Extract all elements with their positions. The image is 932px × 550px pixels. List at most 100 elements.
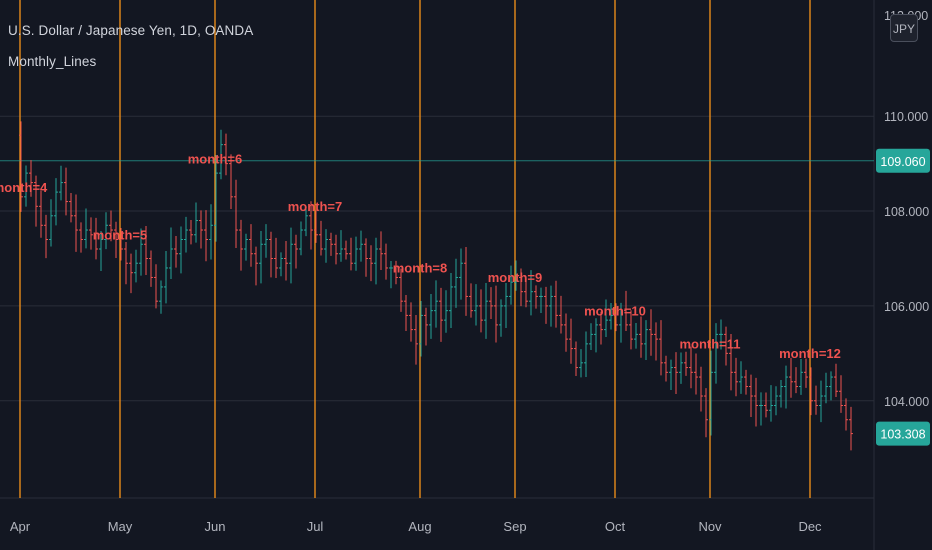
candle xyxy=(784,365,788,409)
candle xyxy=(789,357,793,398)
candle xyxy=(34,175,38,227)
candle xyxy=(99,230,103,272)
candle xyxy=(384,243,388,280)
candle xyxy=(39,190,43,238)
candle xyxy=(269,231,273,278)
candle xyxy=(414,314,418,365)
month-label: month=11 xyxy=(679,337,740,352)
candle xyxy=(29,160,33,197)
price-badge-bg xyxy=(876,148,930,173)
candle xyxy=(754,377,758,427)
month-label: month=4 xyxy=(0,180,48,195)
candle xyxy=(339,230,343,262)
legend-indicator[interactable]: Monthly_Lines xyxy=(8,54,97,69)
candle xyxy=(589,323,593,351)
candle xyxy=(74,194,78,252)
candle xyxy=(404,294,408,332)
candle xyxy=(204,210,208,262)
candle xyxy=(114,221,118,259)
candle xyxy=(504,282,508,329)
candle xyxy=(479,289,483,333)
candle xyxy=(604,299,608,338)
candle xyxy=(294,234,298,269)
candle xyxy=(459,248,463,300)
candle xyxy=(464,246,468,316)
candle xyxy=(49,199,53,247)
month-labels: month=4 month=5 month=6 month=7 month=8 month… xyxy=(0,152,841,361)
candle xyxy=(134,249,138,283)
candle xyxy=(289,227,293,284)
candle xyxy=(174,236,178,268)
currency-button[interactable]: JPY xyxy=(890,14,918,42)
candle xyxy=(309,201,313,250)
candle xyxy=(279,252,283,277)
candle xyxy=(139,228,143,276)
y-tick-label: 108.000 xyxy=(884,205,929,219)
candle xyxy=(594,318,598,353)
month-label: month=6 xyxy=(188,152,243,167)
candle xyxy=(579,349,583,378)
candle xyxy=(584,331,588,377)
candle xyxy=(319,220,323,256)
candle xyxy=(839,375,843,413)
candle xyxy=(189,219,193,245)
price-badge-label: 103.308 xyxy=(880,428,925,442)
candle xyxy=(769,385,773,422)
candle xyxy=(24,165,28,207)
x-tick-label: Aug xyxy=(408,519,431,534)
candle xyxy=(379,231,383,271)
candle xyxy=(224,133,228,176)
candle xyxy=(374,237,378,285)
candle xyxy=(324,229,328,263)
candle xyxy=(559,295,563,334)
candle xyxy=(554,280,558,328)
candle xyxy=(44,214,48,259)
candle xyxy=(359,230,363,262)
candle xyxy=(819,380,823,423)
candle xyxy=(129,253,133,294)
candle xyxy=(434,280,438,328)
candle xyxy=(489,287,493,319)
candle xyxy=(644,320,648,360)
candle xyxy=(239,219,243,271)
candle xyxy=(684,351,688,376)
candle xyxy=(779,380,783,408)
candle xyxy=(179,226,183,274)
candle xyxy=(794,367,798,394)
candle xyxy=(574,341,578,376)
x-axis[interactable]: Apr May Jun Jul Aug Sep Oct Nov Dec xyxy=(10,519,822,534)
candle xyxy=(689,346,693,389)
candle xyxy=(524,280,528,308)
candle xyxy=(499,299,503,337)
candle xyxy=(719,319,723,350)
candle xyxy=(124,241,128,285)
candle xyxy=(804,358,808,388)
candle xyxy=(529,270,533,316)
candle xyxy=(714,323,718,384)
candle xyxy=(154,264,158,309)
price-badge-bg xyxy=(876,421,930,446)
x-tick-label: Sep xyxy=(503,519,526,534)
candle xyxy=(184,216,188,253)
candle xyxy=(564,313,568,352)
candle xyxy=(749,374,753,418)
candle xyxy=(609,302,613,330)
candle xyxy=(299,221,303,256)
candle xyxy=(199,210,203,249)
candle xyxy=(79,222,83,253)
candle xyxy=(254,246,258,286)
candle xyxy=(409,302,413,342)
candle xyxy=(494,285,498,343)
candle xyxy=(194,202,198,243)
x-tick-label: Oct xyxy=(605,519,626,534)
y-tick-label: 104.000 xyxy=(884,395,929,409)
candle xyxy=(724,326,728,366)
candle xyxy=(509,265,513,305)
candle xyxy=(424,307,428,346)
legend-title[interactable]: U.S. Dollar / Japanese Yen, 1D, OANDA xyxy=(8,23,254,38)
candle xyxy=(544,286,548,324)
candle xyxy=(649,309,653,356)
